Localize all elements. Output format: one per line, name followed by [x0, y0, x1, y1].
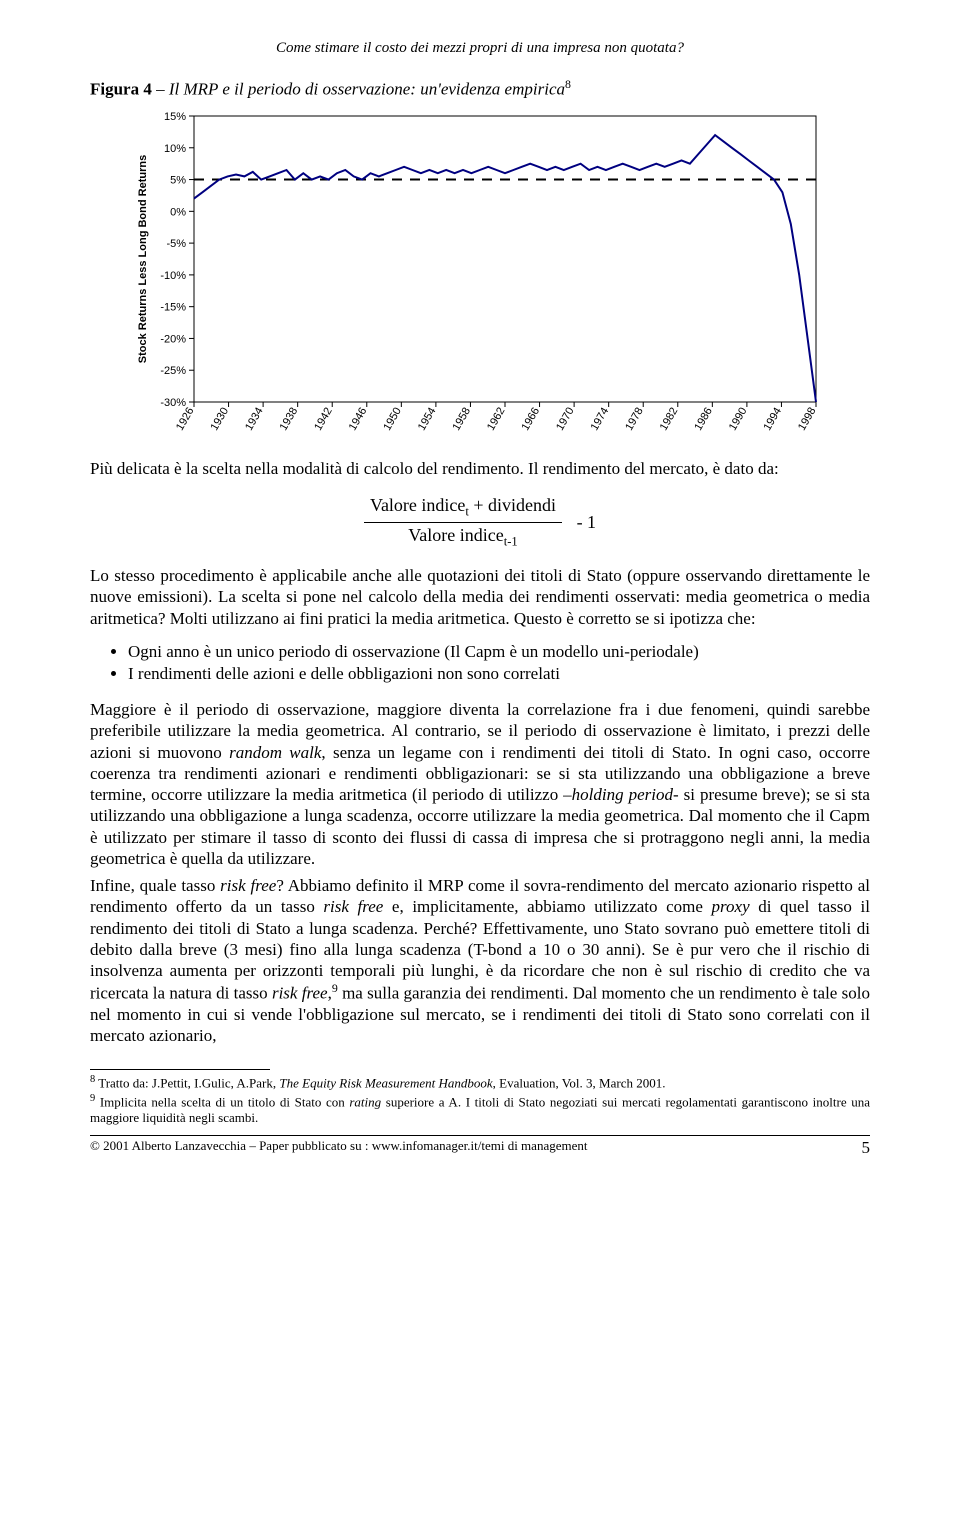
figure-caption: Figura 4 – Il MRP e il periodo di osserv… [90, 77, 870, 100]
den-sub: t-1 [504, 534, 518, 548]
running-head: Come stimare il costo dei mezzi propri d… [90, 40, 870, 57]
footnote: 9 Implicita nella scelta di un titolo di… [90, 1093, 870, 1126]
figure-caption-rest: Il MRP e il periodo di osservazione: un'… [169, 80, 565, 99]
page-number: 5 [862, 1138, 871, 1158]
svg-text:-30%: -30% [160, 397, 186, 409]
line-chart: 15% 10% 5% 0% -5% -10% -15% -20% -25% -30% Stock R… [130, 106, 830, 436]
footnote-num: 8 [90, 1074, 95, 1085]
svg-text:-25%: -25% [160, 365, 186, 377]
paragraph-4: Infine, quale tasso risk free? Abbiamo d… [90, 875, 870, 1047]
svg-text:5%: 5% [170, 174, 186, 186]
bullet-list: Ogni anno è un unico periodo di osservaz… [90, 641, 870, 685]
footnote-text: Implicita nella scelta di un titolo di S… [90, 1094, 870, 1125]
figure-caption-sep: – [152, 80, 169, 99]
formula: Valore indicet + dividendi Valore indice… [90, 495, 870, 549]
num-a: Valore indice [370, 495, 465, 515]
page: Come stimare il costo dei mezzi propri d… [0, 0, 960, 1522]
paragraph-2: Lo stesso procedimento è applicabile anc… [90, 565, 870, 629]
svg-text:-20%: -20% [160, 333, 186, 345]
svg-text:-5%: -5% [166, 238, 186, 250]
footer-copyright: © 2001 Alberto Lanzavecchia – Paper pubb… [90, 1138, 587, 1158]
svg-text:-10%: -10% [160, 270, 186, 282]
list-item: Ogni anno è un unico periodo di osservaz… [128, 641, 870, 663]
svg-text:Stock Returns Less Long Bond R: Stock Returns Less Long Bond Returns [137, 154, 149, 362]
footnote-num: 9 [90, 1093, 95, 1104]
footer: © 2001 Alberto Lanzavecchia – Paper pubb… [90, 1138, 870, 1158]
figure-caption-lead: Figura 4 [90, 80, 152, 99]
paragraph-1: Più delicata è la scelta nella modalità … [90, 458, 870, 479]
figure-caption-sup: 8 [565, 77, 571, 91]
footnote-text: Tratto da: J.Pettit, I.Gulic, A.Park, Th… [98, 1075, 665, 1090]
fraction: Valore indicet + dividendi Valore indice… [364, 495, 562, 549]
svg-text:15%: 15% [164, 111, 186, 123]
footnote-separator [90, 1069, 270, 1070]
chart-container: 15% 10% 5% 0% -5% -10% -15% -20% -25% -30% Stock R… [90, 106, 870, 436]
denominator: Valore indicet-1 [364, 523, 562, 550]
footer-rule [90, 1135, 870, 1136]
numerator: Valore indicet + dividendi [364, 495, 562, 523]
svg-text:-15%: -15% [160, 301, 186, 313]
formula-tail: - 1 [567, 512, 597, 533]
paragraph-3: Maggiore è il periodo di osservazione, m… [90, 699, 870, 869]
den-a: Valore indice [408, 525, 503, 545]
svg-text:10%: 10% [164, 142, 186, 154]
num-b: + dividendi [469, 495, 556, 515]
footnote: 8 Tratto da: J.Pettit, I.Gulic, A.Park, … [90, 1074, 870, 1091]
list-item: I rendimenti delle azioni e delle obblig… [128, 663, 870, 685]
svg-text:0%: 0% [170, 206, 186, 218]
